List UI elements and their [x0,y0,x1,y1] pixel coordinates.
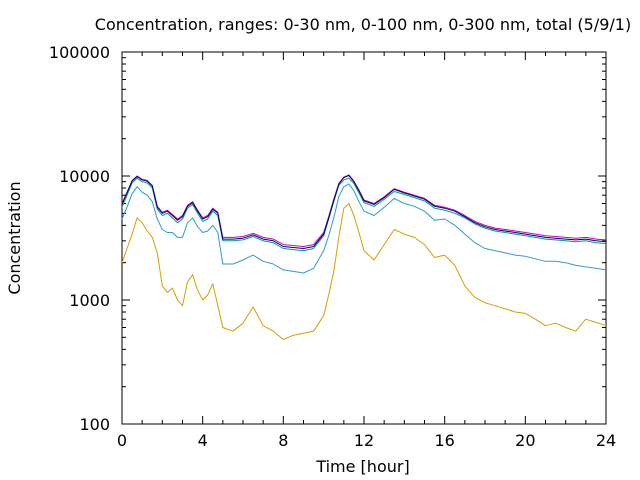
y-tick-label: 1000 [69,291,110,310]
y-tick-label: 10000 [59,167,110,186]
x-tick-label: 0 [117,431,127,450]
x-tick-label: 4 [198,431,208,450]
x-axis-label: Time [hour] [315,457,409,476]
series-line-3 [121,177,607,252]
y-tick-label: 100000 [49,43,110,62]
x-tick-label: 8 [278,431,288,450]
series-line-1 [121,203,607,340]
chart-title: Concentration, ranges: 0-30 nm, 0-100 nm… [95,15,631,34]
x-tick-label: 24 [596,431,616,450]
plot-frame [121,51,607,425]
x-tick-labels: 0 4 8 12 16 20 24 [117,431,616,450]
axis-ticks [121,51,607,425]
x-tick-label: 16 [434,431,454,450]
y-axis-label: Concentration [5,181,24,294]
x-tick-label: 20 [515,431,535,450]
x-tick-label: 12 [354,431,374,450]
y-tick-label: 100 [79,415,110,434]
series-layer [121,174,607,340]
series-line-2 [121,183,607,274]
y-tick-labels: 100 1000 10000 100000 [49,43,110,434]
series-line-5 [121,175,607,249]
